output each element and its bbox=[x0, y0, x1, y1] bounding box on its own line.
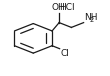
Text: Cl: Cl bbox=[60, 49, 69, 58]
Text: OH: OH bbox=[52, 3, 65, 12]
Text: 2: 2 bbox=[90, 17, 94, 23]
Text: HCl: HCl bbox=[60, 3, 75, 12]
Text: NH: NH bbox=[84, 13, 98, 22]
